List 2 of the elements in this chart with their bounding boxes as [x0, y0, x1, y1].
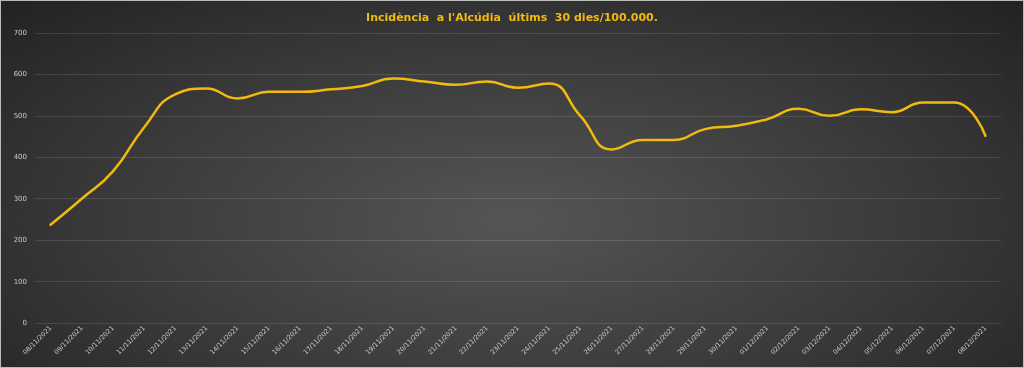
chart-title: Incidència a l'Alcúdia últims 30 dies/100.000. — [366, 11, 658, 24]
line-series — [49, 77, 987, 227]
